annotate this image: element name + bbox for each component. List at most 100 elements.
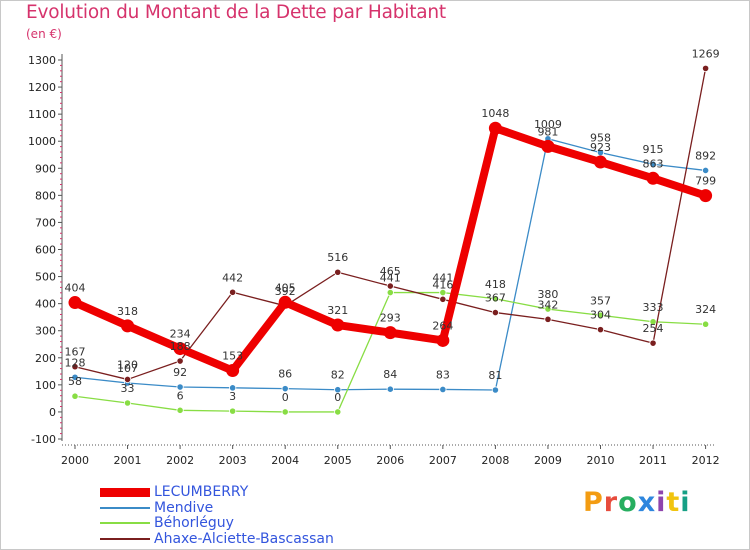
logo-letter: r: [603, 487, 619, 518]
data-point: [701, 166, 710, 175]
data-label: 167: [65, 346, 86, 359]
x-tick-label: 2012: [692, 454, 720, 467]
x-tick-label: 2001: [114, 454, 142, 467]
data-point: [436, 333, 450, 347]
data-label: 418: [485, 278, 506, 291]
data-point: [383, 326, 397, 340]
data-point: [596, 326, 605, 334]
y-tick-label: 200: [35, 352, 56, 365]
data-label: 86: [278, 368, 292, 381]
data-point: [491, 386, 499, 394]
legend-swatch: [100, 538, 150, 540]
data-point: [596, 311, 605, 319]
data-point: [386, 288, 394, 297]
data-label: 293: [380, 312, 401, 325]
data-label: 33: [121, 382, 135, 395]
data-point: [699, 189, 713, 203]
data-point: [123, 375, 132, 384]
chart-subtitle: (en €): [26, 27, 62, 41]
y-tick-label: 400: [35, 298, 56, 311]
data-label: 863: [643, 157, 664, 170]
legend-swatch: [100, 507, 150, 509]
y-tick-label: 0: [49, 406, 56, 419]
data-point: [71, 392, 79, 400]
data-label: 234: [170, 328, 191, 341]
data-point: [701, 64, 710, 72]
data-point: [439, 295, 447, 303]
logo-letter: o: [618, 487, 638, 518]
data-label: 333: [643, 301, 664, 314]
data-label: 923: [590, 141, 611, 154]
data-point: [594, 155, 607, 169]
x-tick-label: 2010: [587, 454, 615, 467]
data-point: [701, 320, 710, 328]
data-point: [123, 399, 132, 407]
data-label: 405: [275, 281, 296, 294]
data-label: 304: [590, 309, 611, 322]
data-point: [334, 386, 342, 394]
y-tick-label: 1000: [28, 135, 56, 148]
data-label: 318: [117, 305, 138, 318]
legend-item-ahaxe-alciette-bascassan: Ahaxe-Alciette-Bascassan: [100, 531, 334, 547]
data-label: 981: [537, 125, 558, 138]
data-label: 321: [327, 304, 348, 317]
data-point: [281, 385, 289, 393]
logo-letter: i: [656, 487, 667, 518]
y-tick-label: 600: [35, 244, 56, 257]
legend-item-behorleguy: Béhorléguy: [100, 515, 234, 531]
data-point: [331, 318, 345, 332]
data-label: 1048: [481, 107, 509, 120]
data-label: 0: [334, 391, 341, 404]
y-tick-label: 300: [35, 325, 56, 338]
y-tick-label: 500: [35, 271, 56, 284]
data-label: 441: [380, 272, 401, 285]
data-label: 342: [537, 298, 558, 311]
data-label: 465: [380, 265, 401, 278]
logo-letter: t: [666, 487, 681, 518]
data-point: [229, 384, 237, 392]
data-point: [71, 363, 79, 371]
data-label: 128: [65, 356, 86, 369]
data-label: 324: [695, 303, 716, 316]
data-label: 107: [117, 362, 138, 375]
data-point: [176, 357, 184, 365]
logo-letter: x: [637, 487, 657, 518]
data-point: [68, 296, 82, 310]
y-tick-label: 1100: [28, 108, 56, 121]
data-label: 188: [170, 340, 191, 353]
legend-label: LECUMBERRY: [154, 484, 249, 500]
chart-title: Evolution du Montant de la Dette par Hab…: [26, 2, 446, 23]
data-label: 915: [643, 143, 664, 156]
y-tick-label: 1200: [28, 81, 56, 94]
y-tick-label: 100: [35, 379, 56, 392]
x-tick-label: 2004: [271, 454, 299, 467]
data-point: [544, 315, 552, 323]
data-point: [544, 305, 552, 313]
data-point: [439, 385, 447, 394]
data-point: [649, 318, 657, 326]
data-label: 58: [68, 375, 82, 388]
legend-swatch: [100, 487, 150, 497]
data-point: [541, 139, 555, 153]
data-label: 416: [432, 278, 453, 291]
data-point: [173, 342, 187, 356]
data-point: [71, 373, 79, 381]
data-label: 392: [275, 285, 296, 298]
legend-label: Ahaxe-Alciette-Bascassan: [154, 531, 334, 547]
data-point: [229, 288, 237, 296]
proxiti-logo: Proxiti: [583, 487, 691, 518]
x-tick-label: 2011: [639, 454, 667, 467]
data-label: 153: [222, 350, 243, 363]
data-point: [386, 282, 394, 290]
legend-label: Mendive: [154, 500, 214, 516]
data-point: [229, 407, 237, 415]
y-tick-label: 900: [35, 162, 56, 175]
data-label: 264: [432, 319, 453, 332]
legend-item-lecumberry: LECUMBERRY: [100, 484, 248, 500]
x-tick-label: 2002: [166, 454, 194, 467]
x-tick-label: 2005: [324, 454, 352, 467]
data-label: 1009: [534, 118, 562, 131]
data-point: [278, 295, 292, 309]
data-label: 81: [488, 369, 502, 382]
x-tick-label: 2007: [429, 454, 457, 467]
